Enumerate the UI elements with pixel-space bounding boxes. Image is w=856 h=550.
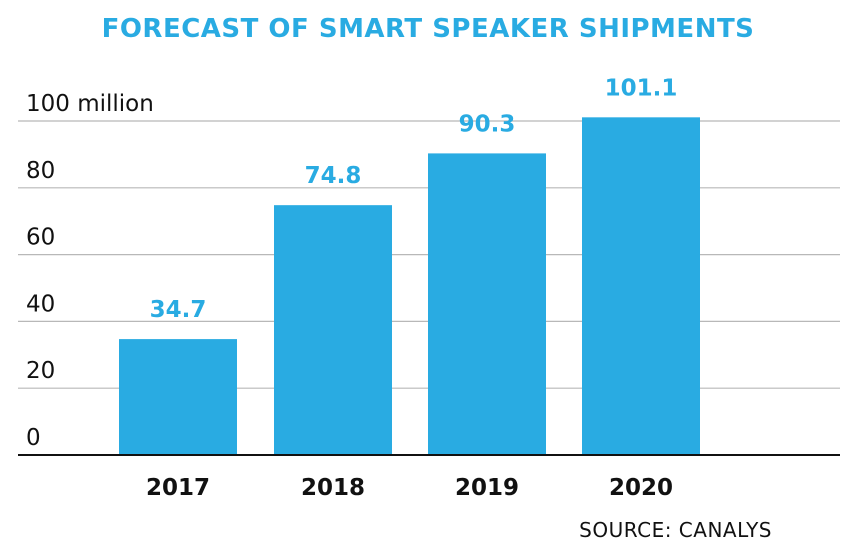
x-tick-label-2017: 2017 — [146, 475, 210, 501]
bar-2020 — [582, 117, 700, 456]
value-label-2019: 90.3 — [459, 111, 516, 137]
x-axis-labels: 2017 2018 2019 2020 — [146, 475, 673, 501]
value-labels: 34.7 74.8 90.3 101.1 — [150, 75, 678, 323]
y-tick-label-40: 40 — [26, 291, 55, 317]
y-tick-label-80: 80 — [26, 158, 55, 184]
source-note: SOURCE: CANALYS — [579, 518, 772, 542]
y-tick-label-60: 60 — [26, 225, 55, 251]
value-label-2017: 34.7 — [150, 297, 207, 323]
y-tick-label-0: 0 — [26, 425, 41, 451]
chart-title: FORECAST OF SMART SPEAKER SHIPMENTS — [101, 14, 755, 44]
bar-2017 — [119, 339, 237, 455]
y-tick-label-100: 100 million — [26, 91, 154, 117]
bars — [119, 117, 700, 456]
x-tick-label-2019: 2019 — [455, 475, 519, 501]
y-tick-label-20: 20 — [26, 358, 55, 384]
y-axis-ticks: 0 20 40 60 80 100 million — [26, 91, 154, 451]
x-tick-label-2020: 2020 — [609, 475, 673, 501]
bar-2018 — [274, 205, 392, 455]
value-label-2020: 101.1 — [605, 75, 678, 101]
x-tick-label-2018: 2018 — [301, 475, 365, 501]
value-label-2018: 74.8 — [305, 163, 362, 189]
bar-2019 — [428, 153, 546, 455]
